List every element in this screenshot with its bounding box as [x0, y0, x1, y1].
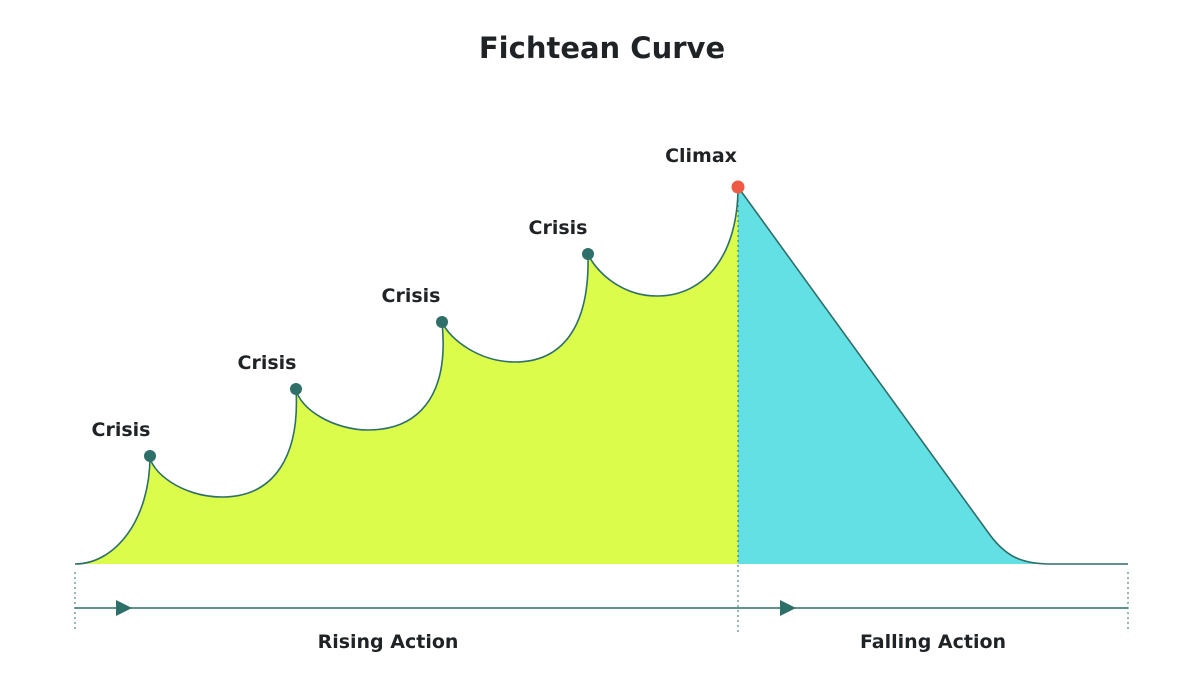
rising-action-area: [75, 187, 738, 564]
crisis-marker-4: [582, 248, 594, 260]
falling-action-label: Falling Action: [860, 631, 1006, 653]
crisis-label-1: Crisis: [92, 419, 151, 441]
rising-action-arrow-icon: [116, 600, 132, 616]
crisis-label-2: Crisis: [238, 352, 297, 374]
rising-action-label: Rising Action: [318, 631, 459, 653]
falling-action-arrow-icon: [780, 600, 796, 616]
falling-action-area: [738, 187, 1050, 564]
climax-label: Climax: [665, 145, 737, 167]
diagram-title: Fichtean Curve: [479, 31, 725, 65]
crisis-marker-3: [436, 316, 448, 328]
crisis-label-3: Crisis: [382, 285, 441, 307]
climax-marker: [731, 180, 745, 194]
crisis-label-4: Crisis: [529, 217, 588, 239]
story-curve-line: [74, 184, 1128, 565]
crisis-marker-2: [290, 383, 302, 395]
crisis-marker-1: [144, 450, 156, 462]
